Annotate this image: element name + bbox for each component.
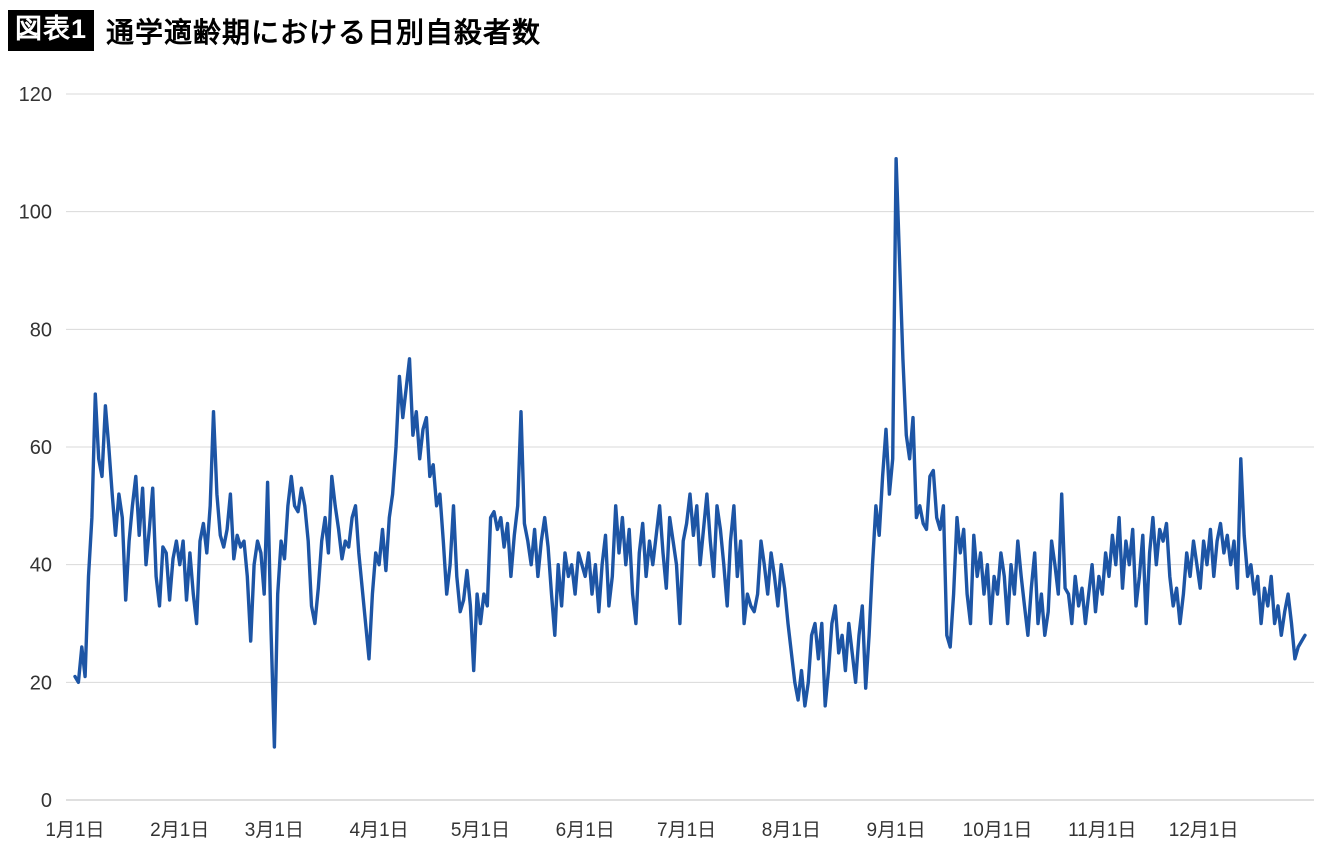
y-tick-label: 0 <box>41 790 52 812</box>
x-tick-label: 1月1日 <box>45 820 104 841</box>
y-tick-label: 100 <box>19 202 52 224</box>
x-tick-label: 9月1日 <box>867 820 926 841</box>
x-tick-label: 8月1日 <box>762 820 821 841</box>
data-line-series <box>73 156 1307 749</box>
x-tick-label: 10月1日 <box>963 820 1033 841</box>
figure-badge: 図表1 <box>8 10 95 51</box>
y-tick-label: 80 <box>30 319 52 341</box>
y-tick-label: 40 <box>30 555 52 577</box>
chart-header: 図表1 通学適齢期における日別自殺者数 <box>8 10 541 51</box>
y-tick-label: 120 <box>19 84 52 106</box>
x-tick-label: 2月1日 <box>150 820 209 841</box>
y-tick-label: 60 <box>30 437 52 459</box>
y-tick-label: 20 <box>30 672 52 694</box>
x-tick-label: 6月1日 <box>556 820 615 841</box>
x-tick-label: 12月1日 <box>1169 820 1239 841</box>
x-tick-label: 4月1日 <box>350 820 409 841</box>
x-tick-label: 3月1日 <box>245 820 304 841</box>
page-title: 通学適齢期における日別自殺者数 <box>106 16 542 48</box>
x-tick-label: 5月1日 <box>451 820 510 841</box>
x-tick-label: 11月1日 <box>1068 820 1136 841</box>
x-tick-label: 7月1日 <box>657 820 716 841</box>
